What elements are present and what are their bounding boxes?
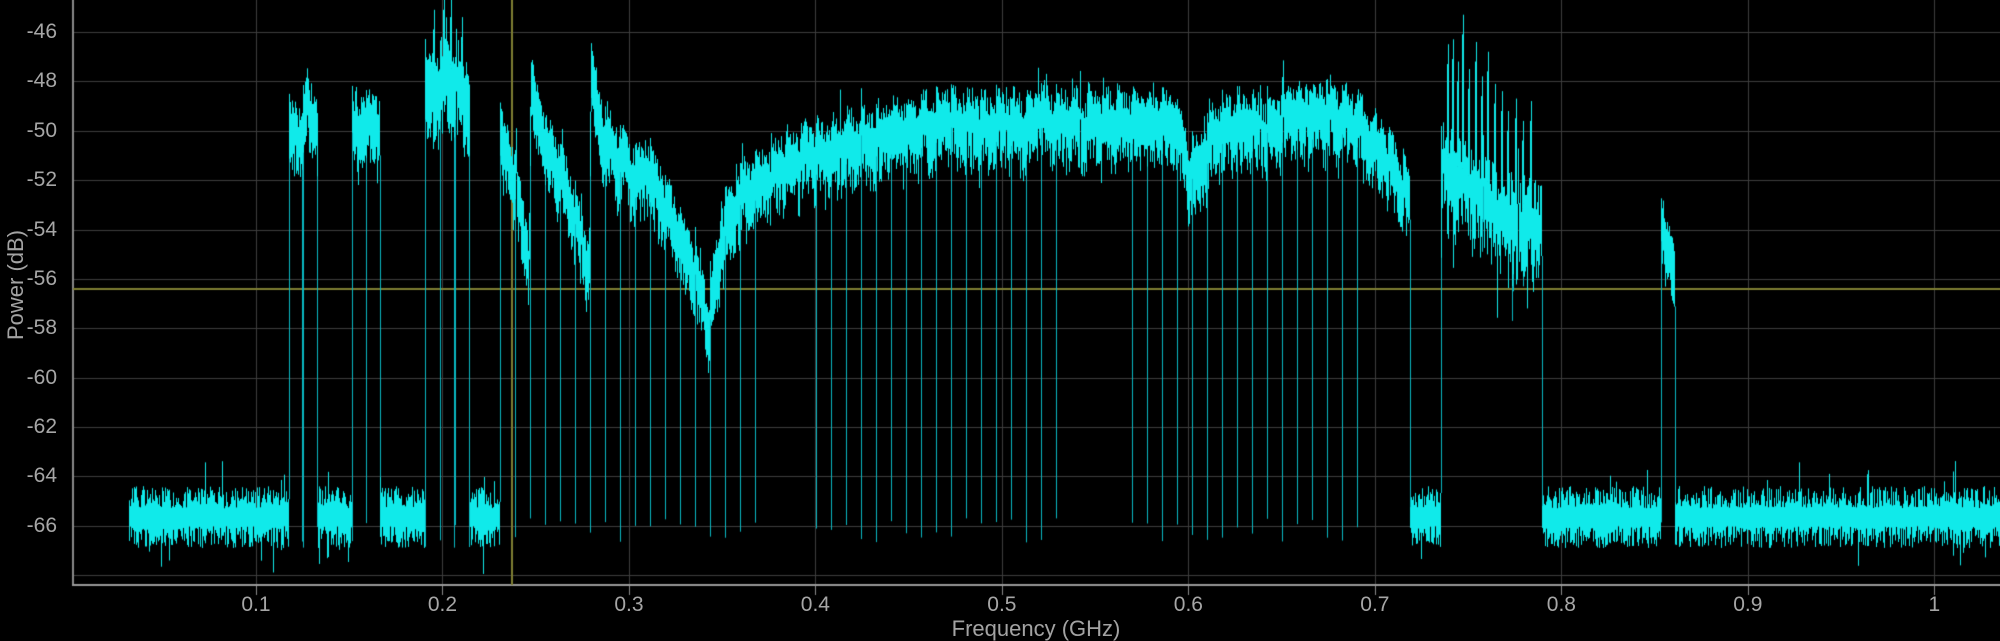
y-axis-title: Power (dB)	[3, 229, 28, 341]
y-tick-label: -52	[26, 168, 57, 192]
y-tick-label: -56	[26, 266, 57, 290]
x-tick-label: 1	[1928, 593, 1941, 616]
x-tick-label: 0.8	[1546, 593, 1576, 616]
x-tick-label: 0.4	[800, 593, 830, 616]
y-tick-label: -50	[26, 118, 57, 142]
x-tick-label: 0.3	[614, 593, 644, 616]
y-tick-label: -54	[26, 217, 57, 241]
x-tick-label: 0.1	[241, 593, 271, 616]
y-tick-label: -48	[26, 69, 57, 93]
y-tick-label: -62	[26, 415, 57, 439]
y-tick-label: -66	[26, 513, 57, 537]
y-tick-label: -64	[26, 464, 57, 488]
y-tick-label: -58	[26, 316, 57, 340]
x-tick-label: 0.2	[427, 593, 458, 616]
y-tick-label: -60	[26, 365, 57, 389]
x-axis-title: Frequency (GHz)	[951, 616, 1121, 641]
x-tick-label: 0.7	[1360, 593, 1390, 616]
x-tick-label: 0.9	[1733, 593, 1763, 616]
x-tick-label: 0.6	[1173, 593, 1203, 616]
y-tick-label: -46	[26, 20, 57, 44]
x-tick-label: 0.5	[987, 593, 1017, 616]
